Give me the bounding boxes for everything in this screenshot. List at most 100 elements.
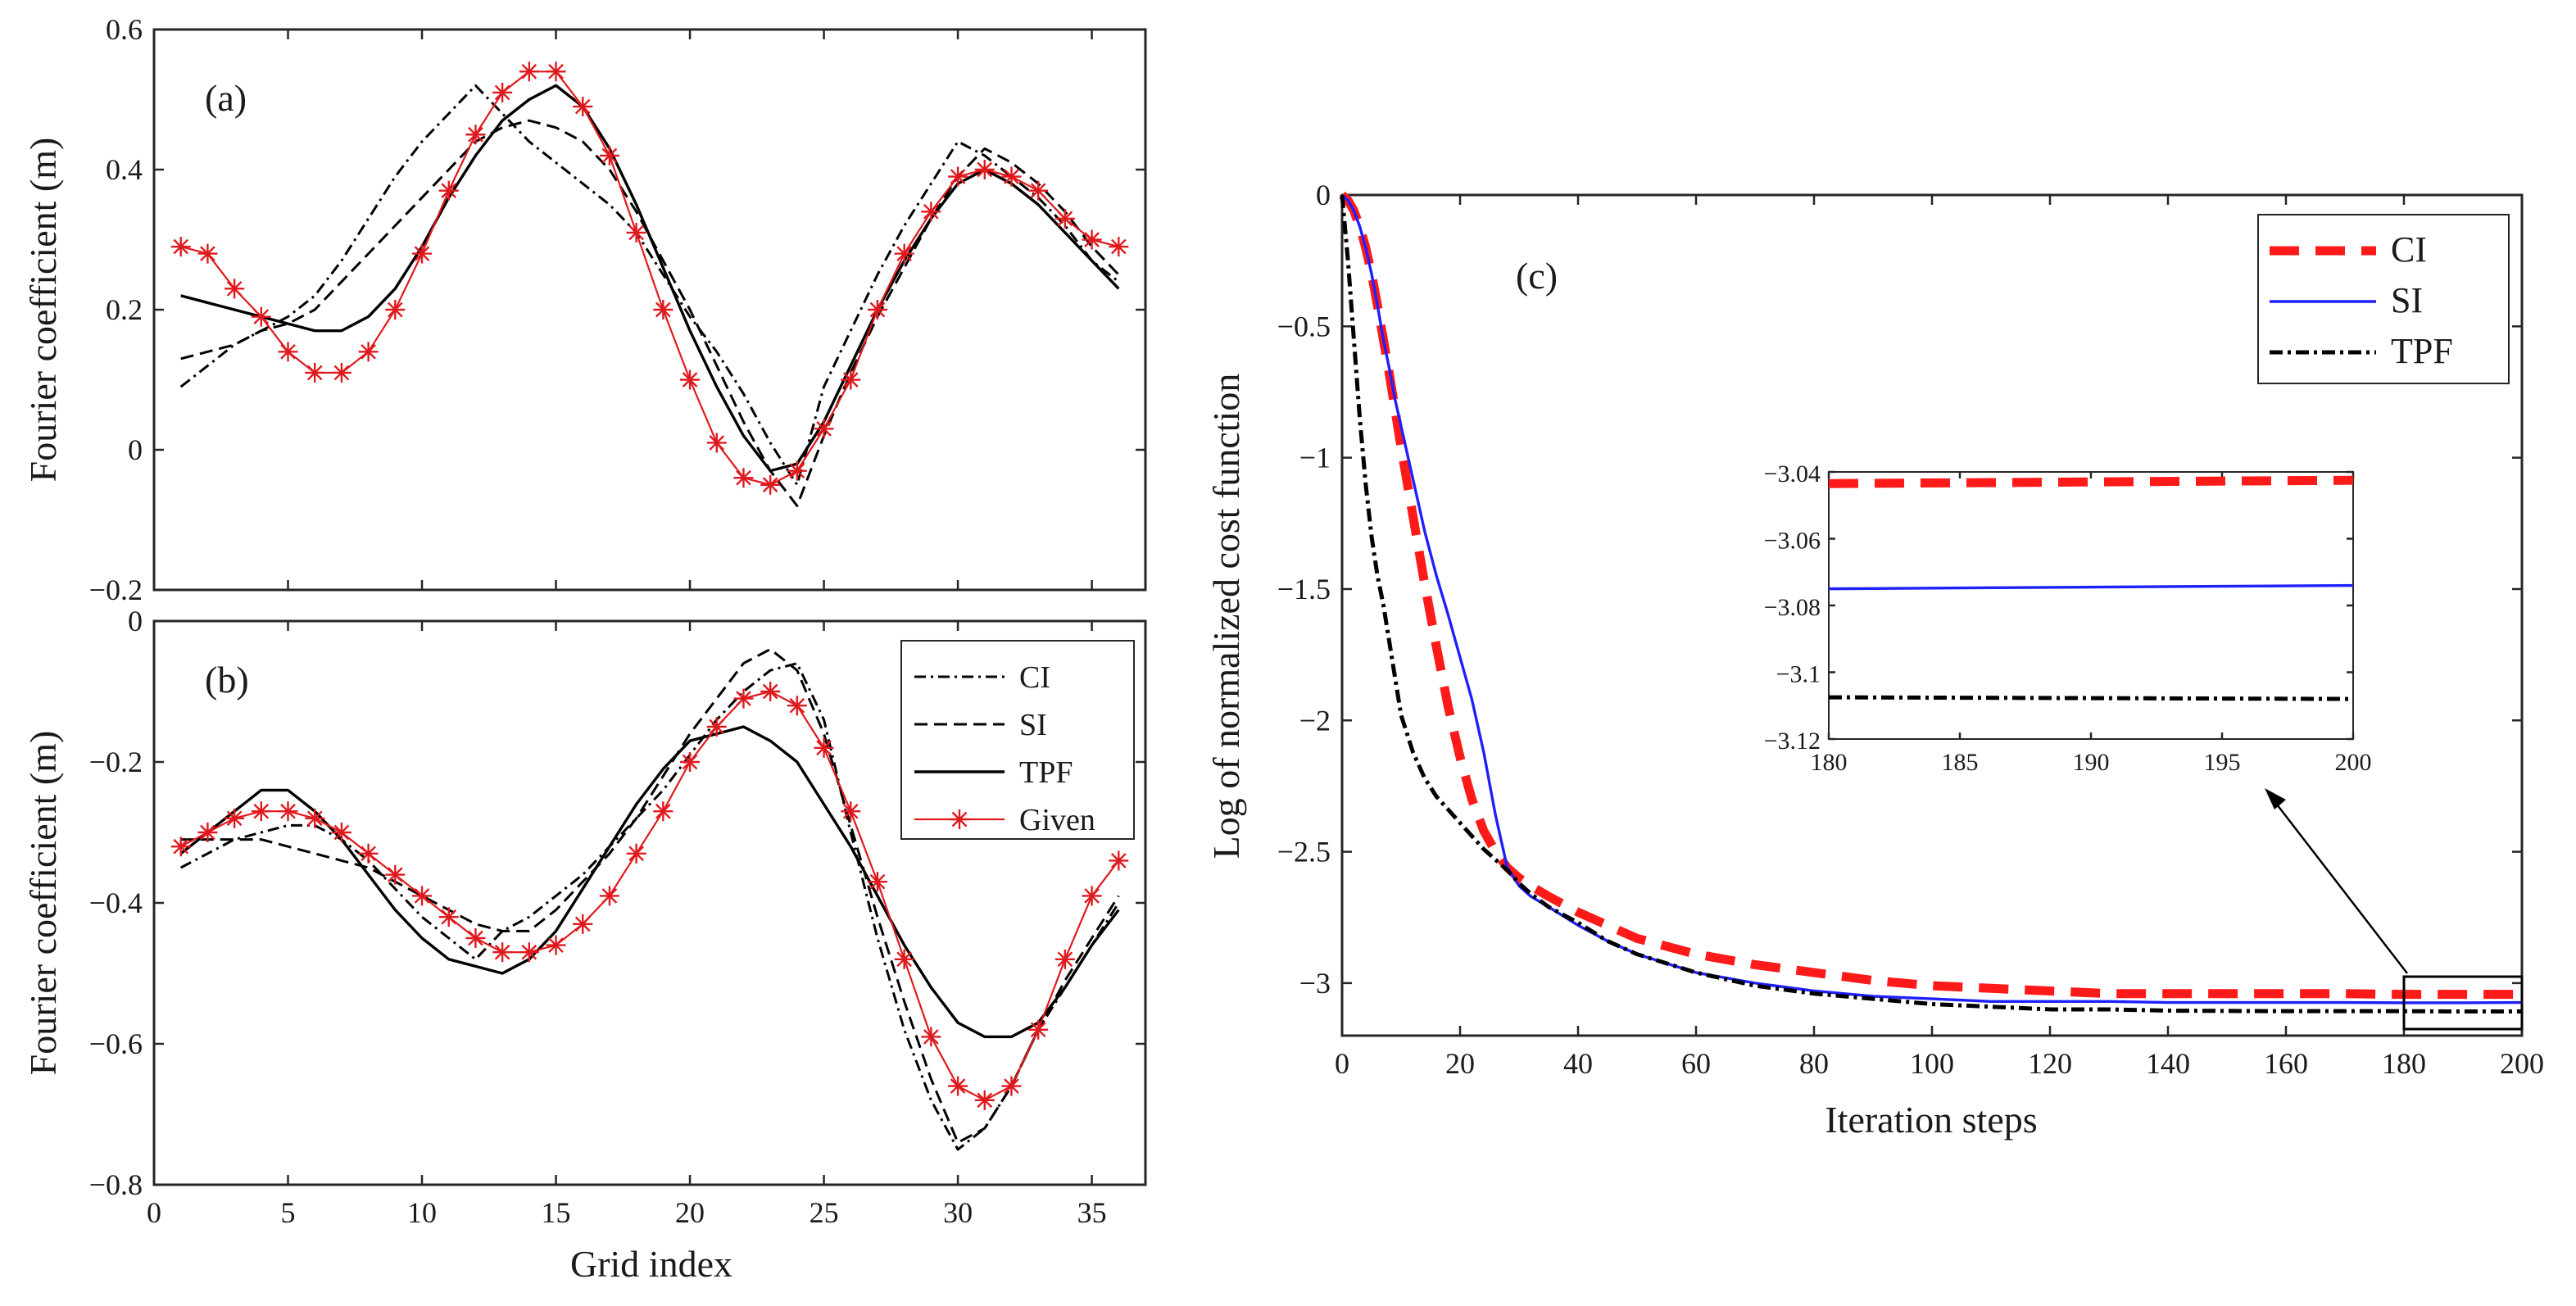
given-marker (224, 279, 245, 299)
given-marker-stroke (548, 63, 564, 79)
panel-label-b: (b) (205, 659, 249, 701)
legend-box-b (900, 640, 1135, 840)
given-marker (626, 843, 646, 864)
y-tick-label: −3.08 (1764, 594, 1821, 621)
given-marker (251, 801, 271, 822)
given-marker-stroke (253, 803, 270, 819)
given-marker (492, 942, 513, 963)
given-marker (438, 180, 459, 201)
given-marker-stroke (1057, 951, 1073, 968)
given-marker-stroke (280, 803, 296, 819)
given-marker-stroke (842, 372, 859, 388)
panel-label-c: (c) (1516, 255, 1558, 297)
given-marker-stroke (682, 372, 698, 388)
y-axis-label-c: Log of normalized cost function (1205, 374, 1247, 859)
x-tick-label: 200 (2335, 749, 2372, 776)
given-marker (1001, 166, 1022, 187)
given-marker-stroke (306, 810, 323, 827)
given-marker-stroke (1110, 853, 1127, 868)
given-marker (224, 808, 245, 828)
given-marker-stroke (200, 824, 215, 841)
x-tick-label: 160 (2264, 1047, 2308, 1080)
x-tick-label: 20 (675, 1196, 705, 1229)
x-tick-label: 185 (1942, 749, 1979, 776)
given-marker (385, 864, 406, 885)
legend-label-ci: CI (1019, 660, 1050, 695)
given-marker-stroke (709, 719, 725, 735)
given-marker (1082, 886, 1102, 906)
given-marker (841, 370, 861, 390)
given-marker (733, 468, 754, 488)
given-marker-stroke (869, 302, 886, 318)
given-marker (465, 928, 486, 948)
given-marker-stroke (333, 824, 350, 841)
given-marker-stroke (789, 697, 805, 714)
given-marker-stroke (468, 126, 483, 143)
given-marker-stroke (950, 1078, 966, 1094)
given-marker-stroke (387, 867, 403, 882)
given-marker (599, 145, 619, 166)
x-tick-label: 20 (1445, 1047, 1475, 1080)
given-marker (305, 808, 325, 828)
series-tpf-line (179, 725, 1120, 1039)
given-marker-stroke (574, 916, 591, 932)
series-given-line (180, 690, 1120, 1101)
given-marker-stroke (441, 183, 457, 198)
y-tick-label: −0.6 (89, 1027, 143, 1060)
given-marker (787, 696, 807, 716)
legend-label-si: SI (2391, 280, 2423, 320)
given-marker-stroke (762, 683, 778, 700)
y-tick-label: −3 (1299, 967, 1331, 1000)
x-axis-label-b: Grid index (570, 1243, 732, 1285)
given-marker (921, 1027, 941, 1047)
given-marker (1028, 1019, 1049, 1040)
y-tick-label: −3.12 (1764, 728, 1821, 755)
panel-a: −0.2 0 0.2 0.4 0.6 (a) Fourier coefficient (… (22, 13, 1147, 606)
legend-marker-given (950, 809, 969, 829)
given-marker (1054, 208, 1075, 229)
given-marker (841, 801, 861, 822)
ticks-c: 0 20 40 60 80 100 120 140 160 180 200 −3 −2.5 −2 −1.5 −… (1277, 179, 2544, 1080)
given-marker-stroke (173, 838, 189, 855)
y-tick-label: −2.5 (1277, 836, 1331, 868)
given-marker-stroke (173, 238, 189, 255)
given-marker-stroke (601, 147, 618, 164)
x-tick-label: 140 (2146, 1047, 2190, 1080)
given-marker (626, 222, 646, 243)
given-marker-stroke (816, 740, 832, 756)
panel-label-a: (a) (205, 77, 247, 119)
x-tick-label: 10 (407, 1196, 437, 1229)
given-marker-stroke (655, 803, 671, 819)
given-marker-stroke (655, 302, 671, 318)
given-marker-stroke (414, 888, 430, 904)
given-marker (170, 837, 191, 857)
legend-label-tpf: TPF (2391, 331, 2453, 371)
given-marker-stroke (682, 754, 698, 770)
given-marker (465, 125, 486, 145)
given-marker-stroke (548, 937, 564, 953)
given-marker (519, 942, 539, 963)
given-marker (331, 362, 351, 383)
axes-box-a (152, 28, 1147, 592)
given-marker (680, 752, 701, 772)
given-marker (706, 717, 727, 737)
y-tick-label: −2 (1299, 704, 1331, 737)
x-tick-label: 40 (1563, 1047, 1593, 1080)
series-inset (1828, 475, 2354, 701)
given-marker (278, 342, 298, 362)
x-tick-label: 80 (1799, 1047, 1829, 1080)
given-marker-stroke (842, 803, 859, 819)
series-tpf-line (180, 84, 1120, 473)
given-marker-stroke (923, 203, 939, 220)
y-tick-label: 0.2 (106, 293, 143, 326)
given-marker-stroke (1004, 169, 1019, 184)
ticks-b: 0 5 10 15 20 25 30 35 −0.8 −0.6 −0.4 −0.2 0 (89, 605, 1145, 1229)
given-marker (573, 914, 593, 934)
y-tick-label: −0.2 (89, 746, 143, 778)
x-tick-label: 0 (147, 1196, 161, 1229)
legend-b: CI SI TPF Given (900, 640, 1135, 840)
given-marker (653, 300, 673, 320)
given-marker (1001, 1076, 1022, 1096)
given-marker (974, 1090, 995, 1110)
